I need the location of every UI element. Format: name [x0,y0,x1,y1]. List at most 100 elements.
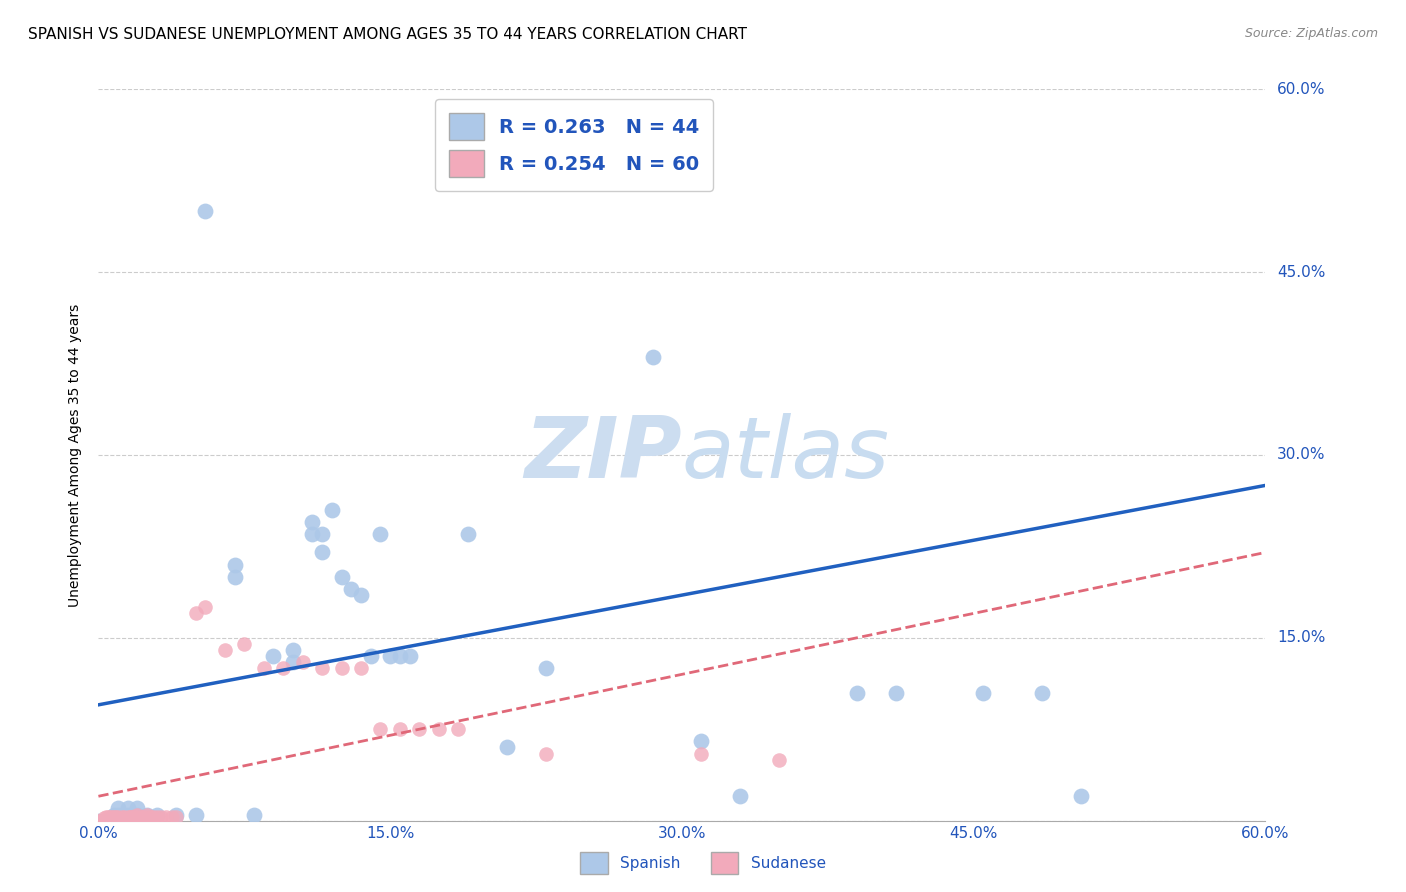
Point [98,814,121,828]
Point [884,686,907,700]
Point [103,807,125,822]
Point [93,811,115,825]
Point [370,527,392,541]
Point [184,607,207,621]
Point [768,753,790,767]
Point [271,661,294,675]
Point [124,810,146,824]
Point [97,814,120,828]
Point [97,810,120,824]
Point [103,814,125,828]
Point [330,661,353,675]
Point [127,807,149,822]
Point [91,814,114,828]
Point [104,814,127,828]
Point [101,814,124,828]
Point [146,807,169,822]
Point [730,789,752,804]
Point [388,649,411,664]
Point [534,661,557,675]
Point [340,582,363,596]
Text: 15.0%: 15.0% [1277,631,1326,645]
Point [107,810,129,824]
Point [641,351,664,365]
Point [104,810,127,824]
Point [690,734,713,748]
Point [233,637,256,651]
Point [142,810,165,824]
Point [96,810,118,824]
Point [114,814,136,828]
Point [281,643,304,657]
Point [495,740,517,755]
Point [253,661,276,675]
Point [155,810,177,824]
Point [388,723,411,737]
Point [127,801,149,815]
Point [427,723,450,737]
Point [103,810,125,824]
Point [194,204,217,219]
Point [118,810,141,824]
Y-axis label: Unemployment Among Ages 35 to 44 years: Unemployment Among Ages 35 to 44 years [69,303,83,607]
Point [107,801,129,815]
Point [112,814,135,828]
Point [972,686,994,700]
Point [122,810,145,824]
Point [139,810,162,824]
Point [447,723,470,737]
Point [132,810,155,824]
Text: SPANISH VS SUDANESE UNEMPLOYMENT AMONG AGES 35 TO 44 YEARS CORRELATION CHART: SPANISH VS SUDANESE UNEMPLOYMENT AMONG A… [28,27,747,42]
Point [378,649,402,664]
Point [107,814,129,828]
Point [149,810,172,824]
Point [408,723,430,737]
Point [136,810,159,824]
Point [117,814,139,828]
Point [301,515,323,529]
Point [98,810,121,824]
Point [370,723,392,737]
Point [117,807,139,822]
Point [107,807,129,822]
Text: atlas: atlas [682,413,890,497]
Point [350,661,373,675]
Point [243,807,266,822]
Point [690,747,713,761]
Point [117,801,139,815]
Point [360,649,382,664]
Point [136,807,159,822]
Point [311,545,333,559]
Point [845,686,868,700]
Point [108,814,131,828]
Point [87,814,110,828]
Point [311,661,333,675]
Point [136,807,159,822]
Point [321,503,343,517]
Point [127,810,149,824]
Point [184,807,207,822]
Point [122,814,145,828]
Point [165,810,187,824]
Point [311,527,333,541]
Point [101,810,124,824]
Point [398,649,420,664]
Point [129,810,152,824]
Point [224,570,246,584]
Point [146,810,169,824]
Text: 60.0%: 60.0% [1277,82,1326,96]
Text: 45.0%: 45.0% [1277,265,1326,279]
Point [350,588,373,602]
Point [457,527,479,541]
Point [291,655,314,669]
Point [1031,686,1053,700]
Text: ZIP: ZIP [524,413,682,497]
Point [87,814,110,828]
Point [112,810,135,824]
Point [330,570,353,584]
Point [194,600,217,615]
Point [214,643,236,657]
Point [165,807,187,822]
Point [534,747,557,761]
Point [96,814,118,828]
